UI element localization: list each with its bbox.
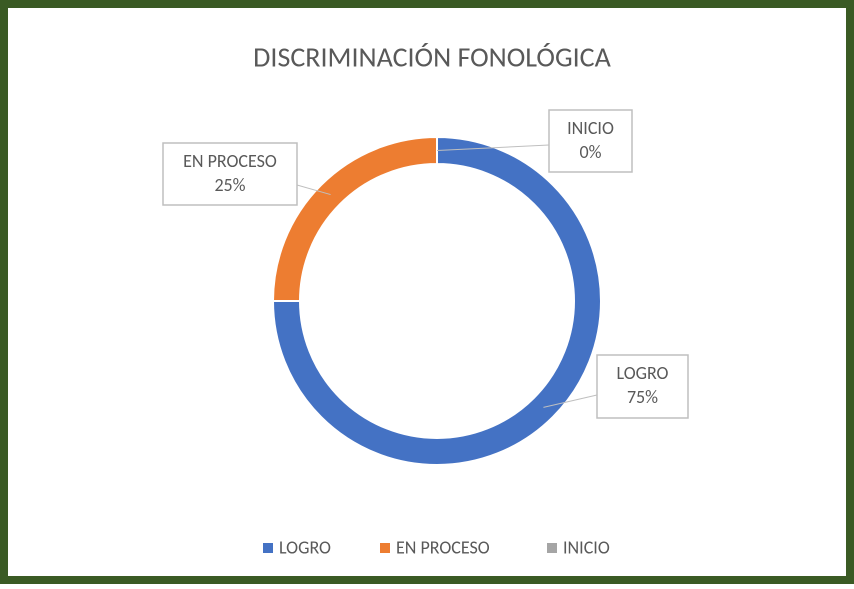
data-label: LOGRO 75%	[617, 362, 669, 408]
data-label-category: EN PROCESO	[183, 150, 277, 172]
leader-line	[543, 394, 598, 408]
data-label-category: LOGRO	[617, 362, 669, 384]
legend-label: INICIO	[563, 536, 610, 558]
legend-swatch	[380, 543, 390, 553]
legend-label: EN PROCESO	[396, 536, 490, 558]
data-label-value: 25%	[214, 174, 245, 196]
data-label: INICIO 0%	[567, 117, 614, 163]
chart-title: DISCRIMINACIÓN FONOLÓGICA	[253, 40, 611, 75]
data-label-value: 0%	[580, 141, 602, 163]
donut-slice	[271, 135, 602, 466]
legend-swatch	[263, 543, 273, 553]
legend-swatch	[547, 543, 557, 553]
data-label-box	[596, 354, 689, 419]
data-label-value: 75%	[627, 386, 658, 408]
data-label: EN PROCESO 25%	[183, 150, 277, 196]
data-label-box	[548, 109, 633, 173]
leader-line	[436, 144, 550, 151]
data-label-box	[162, 142, 298, 206]
data-label-category: INICIO	[567, 117, 614, 139]
leader-line	[296, 184, 331, 196]
legend-label: LOGRO	[279, 536, 331, 558]
